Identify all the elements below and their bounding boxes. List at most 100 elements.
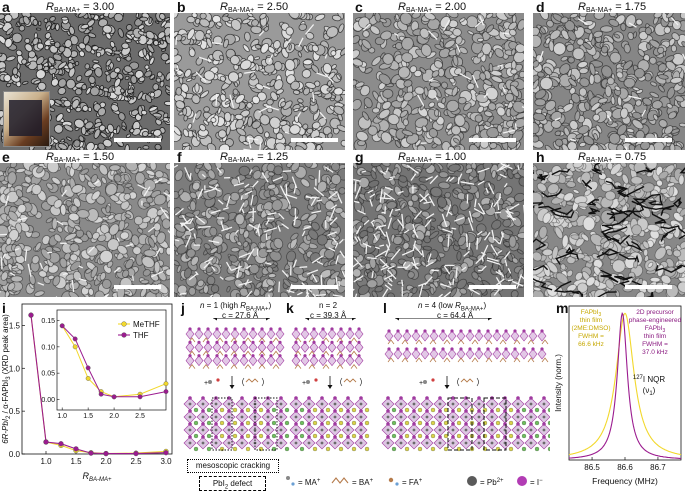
lead-atom: [202, 403, 205, 406]
scale-bar: [291, 285, 338, 289]
iodide-atom: [386, 422, 390, 426]
iodide-atom: [320, 396, 324, 400]
flake: [223, 208, 228, 210]
ylabel-part: 6R-PbI: [1, 418, 10, 444]
a-site-cation: [220, 408, 224, 412]
grain: [52, 218, 58, 230]
iodide-atom: [330, 327, 333, 330]
grain: [63, 124, 74, 133]
grain: [285, 250, 297, 263]
panel-letter-l: l: [383, 301, 387, 315]
grain: [55, 24, 59, 31]
data-point: [29, 313, 34, 318]
flake: [279, 282, 280, 293]
iodide-atom: [386, 435, 390, 439]
iodide-atom: [240, 396, 244, 400]
lead-atom: [543, 442, 546, 445]
iodide-atom: [346, 435, 350, 439]
a-site-cation: [207, 408, 211, 412]
ylabel-part: / α-FAPbI: [1, 380, 10, 416]
iodide-atom: [321, 327, 324, 330]
iodide-atom: [240, 409, 244, 413]
ba-chain: [245, 351, 251, 355]
iodide-atom: [197, 354, 200, 357]
a-site-cation: [392, 408, 396, 412]
iodide-atom: [266, 422, 270, 426]
lead-atom: [400, 442, 403, 445]
panel-letter-c: c: [355, 0, 363, 14]
grain: [293, 90, 300, 95]
lead-atom: [400, 403, 403, 406]
a-site-cation: [418, 447, 422, 451]
y-tick-label: 0.5: [9, 407, 21, 416]
lead-atom: [465, 416, 468, 419]
a-site-cation: [285, 421, 289, 425]
grain: [122, 43, 129, 49]
inset-x-tick-label: 2.5: [135, 413, 145, 420]
lead-atom: [543, 416, 546, 419]
sem-texture: [174, 163, 345, 297]
grain: [650, 81, 658, 87]
iodide-atom: [307, 409, 311, 413]
flake: [190, 173, 191, 180]
scale-bar: [114, 138, 161, 142]
lead-atom: [321, 429, 324, 432]
grain: [106, 205, 111, 213]
inset-data-point: [164, 389, 168, 393]
iodide-atom: [242, 354, 245, 357]
x-tick-label: 86.7: [650, 463, 666, 472]
lead-atom: [295, 403, 298, 406]
iodide-atom: [387, 329, 390, 332]
iodide-atom: [188, 396, 192, 400]
ba-chain: [461, 379, 473, 382]
grain: [66, 136, 72, 141]
panel-label-e: RBA-MA+ = 1.50: [46, 151, 114, 167]
grain: [430, 31, 439, 39]
a-site-cation: [444, 408, 448, 412]
iodide-atom: [495, 347, 498, 350]
grain: [533, 230, 539, 239]
arrow-head: [230, 385, 235, 389]
a-site-cation: [285, 408, 289, 412]
ba-chain: [542, 340, 548, 344]
iodide-icon: [517, 476, 527, 486]
lead-atom: [321, 416, 324, 419]
iodide-atom: [438, 435, 442, 439]
grain: [242, 44, 250, 53]
iodide-atom: [330, 341, 333, 344]
lead-atom: [347, 429, 350, 432]
grain: [679, 123, 685, 128]
grain: [235, 214, 244, 225]
iodide-atom: [451, 422, 455, 426]
iodide-atom: [224, 341, 227, 344]
panel-letter-h: h: [536, 150, 545, 164]
lead-atom: [478, 429, 481, 432]
a-site-cation: [496, 434, 500, 438]
ba-chain: [259, 365, 265, 369]
grain: [631, 176, 643, 184]
grain: [141, 280, 149, 284]
iodide-atom: [269, 341, 272, 344]
iodide-atom: [477, 347, 480, 350]
label-part: = FA: [402, 478, 419, 487]
iodide-atom: [464, 422, 468, 426]
grain: [657, 84, 665, 93]
species-label: = MA+: [298, 478, 321, 487]
lead-atom: [308, 429, 311, 432]
grain: [405, 222, 415, 231]
label-part: 2+: [497, 478, 504, 484]
iodide-atom: [260, 341, 263, 344]
ba-chain: [430, 358, 436, 362]
ba-chain: [351, 351, 357, 355]
lead-atom: [452, 416, 455, 419]
lead-atom: [280, 442, 283, 445]
a-site-cation: [509, 408, 513, 412]
a-site-cation: [535, 447, 539, 451]
a-site-cation: [272, 421, 276, 425]
ba-chain: [444, 340, 450, 344]
iodide-atom: [227, 409, 231, 413]
sem-image-g: [353, 163, 524, 297]
iodide-atom: [227, 422, 231, 426]
grain: [186, 78, 192, 83]
flake: [339, 239, 343, 243]
